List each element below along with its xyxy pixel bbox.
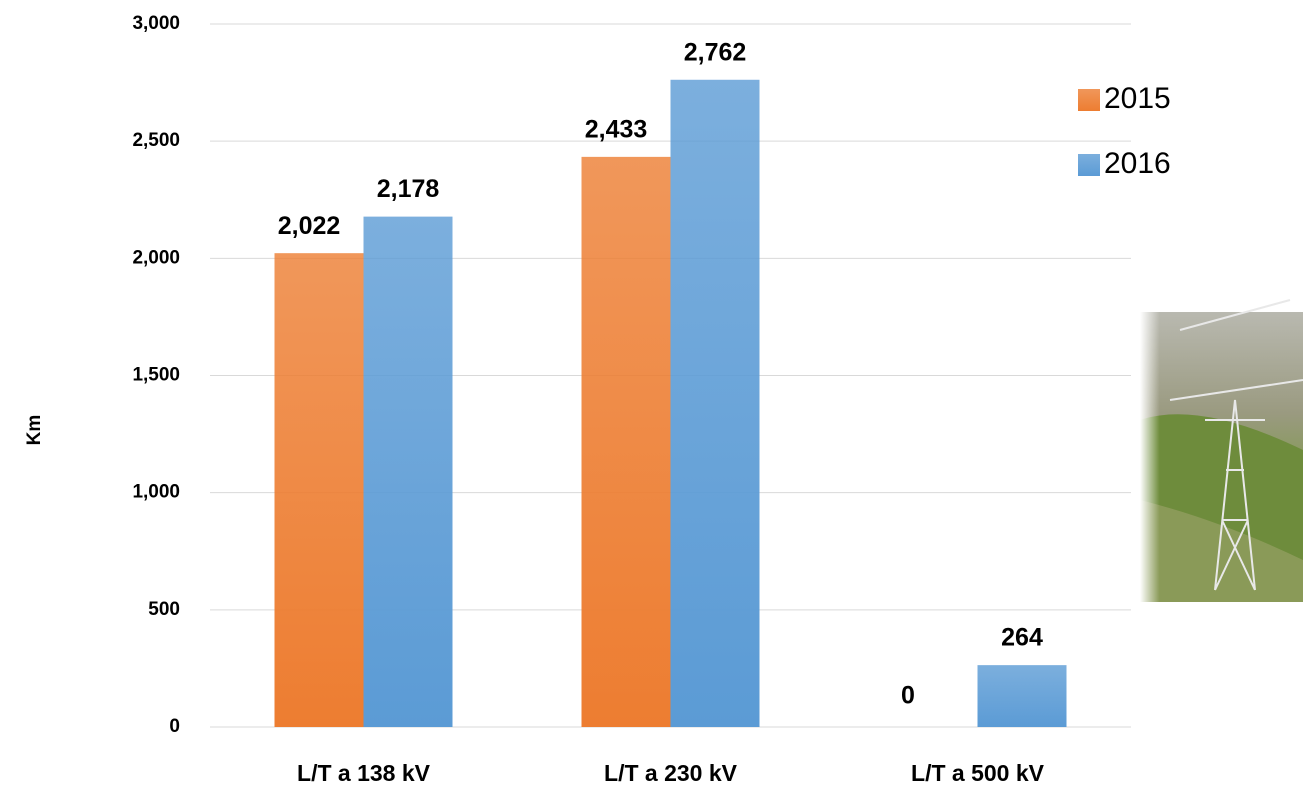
y-tick-label: 2,500 [132,130,180,151]
legend-label: 2015 [1104,82,1171,115]
chart: Km 0 500 1,000 1,500 2,000 2,500 3,000 L/T a 13… [0,0,1303,792]
bar [582,157,671,727]
x-tick-label: L/T a 230 kV [604,760,738,786]
y-axis-label: Km [24,415,45,446]
y-tick-label: 500 [148,599,180,620]
value-label: 264 [1001,624,1043,652]
y-tick-label: 3,000 [132,13,180,34]
y-tick-label: 1,000 [132,482,180,503]
legend-swatch [1078,89,1100,111]
x-tick-label: L/T a 500 kV [911,760,1045,786]
value-label: 2,022 [278,212,341,240]
value-label: 0 [901,682,915,710]
bar [275,253,364,727]
legend-label: 2016 [1104,147,1171,180]
y-tick-label: 2,000 [132,247,180,268]
y-tick-label: 0 [169,716,180,737]
bar [364,217,453,727]
legend-swatch [1078,154,1100,176]
bar [671,80,760,727]
photo-fade [1140,312,1303,602]
y-tick-label: 1,500 [132,365,180,386]
value-label: 2,762 [684,38,747,66]
bar [978,665,1067,727]
x-tick-label: L/T a 138 kV [297,760,431,786]
page: Km 0 500 1,000 1,500 2,000 2,500 3,000 L/T a 13… [0,0,1303,792]
value-label: 2,178 [377,175,440,203]
photo [1140,300,1303,602]
value-label: 2,433 [585,115,648,143]
